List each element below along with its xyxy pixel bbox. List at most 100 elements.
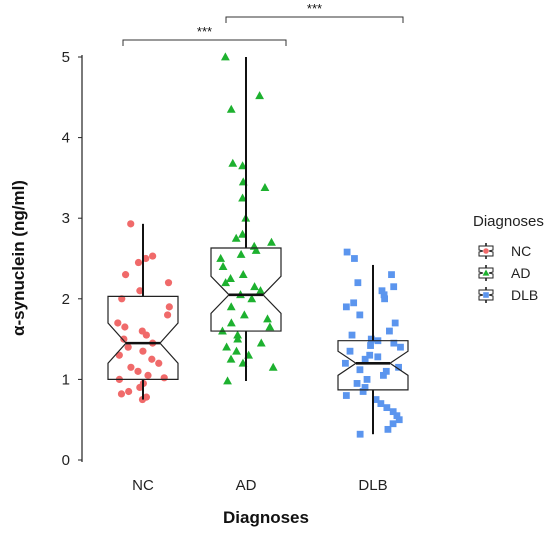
data-point-nc <box>121 323 129 331</box>
data-point-nc <box>124 343 132 351</box>
data-point-dlb <box>346 347 354 355</box>
data-point-dlb <box>356 366 364 374</box>
data-point-nc <box>163 311 172 319</box>
data-point-ad <box>265 322 275 331</box>
data-point-dlb <box>342 303 350 311</box>
data-point-ad <box>263 314 272 323</box>
x-axis-ticks: NC AD DLB <box>132 477 387 494</box>
data-point-dlb <box>343 248 351 256</box>
significance-brackets: *** *** <box>122 1 404 46</box>
data-point-dlb <box>361 355 369 363</box>
data-point-dlb <box>363 376 371 383</box>
data-point-nc <box>142 393 151 401</box>
data-point-ad <box>226 354 236 363</box>
data-point-dlb <box>382 367 390 375</box>
y-tick-label: 1 <box>62 371 70 388</box>
data-point-nc <box>120 335 128 343</box>
data-point-ad <box>221 278 231 287</box>
data-point-dlb <box>361 384 369 391</box>
data-point-nc <box>148 355 156 363</box>
data-point-ad <box>222 342 232 351</box>
data-point-nc <box>165 303 173 311</box>
x-tick-label: AD <box>236 477 257 494</box>
data-point-dlb <box>380 371 387 379</box>
y-tick-label: 4 <box>62 130 70 147</box>
data-point-dlb <box>381 295 388 303</box>
data-point-dlb <box>353 380 361 387</box>
data-point-dlb <box>367 335 375 343</box>
data-point-ad <box>268 362 278 371</box>
data-point-dlb <box>359 388 367 395</box>
y-axis-title: α-synuclein (ng/ml) <box>9 180 28 336</box>
data-point-dlb <box>367 342 374 349</box>
data-point-ad <box>256 338 266 347</box>
data-point-dlb <box>393 412 401 420</box>
data-point-ad <box>260 182 270 191</box>
data-point-ad <box>236 249 246 258</box>
data-point-nc <box>155 359 163 367</box>
data-point-ad <box>226 318 236 327</box>
data-point-nc <box>144 371 152 379</box>
data-point-ad <box>226 274 235 283</box>
significance-label: *** <box>197 24 212 39</box>
y-tick-label: 0 <box>62 452 70 469</box>
data-point-ad <box>267 237 276 246</box>
data-point-ad <box>255 91 265 100</box>
x-tick-label: DLB <box>358 477 387 494</box>
data-point-dlb <box>388 271 395 279</box>
data-point-nc <box>149 252 157 260</box>
legend-label: NC <box>511 243 531 259</box>
data-point-dlb <box>395 363 402 371</box>
data-point-dlb <box>390 339 398 347</box>
legend-marker-nc <box>483 248 489 254</box>
data-point-ad <box>251 245 261 254</box>
data-point-ad <box>232 346 241 355</box>
legend: Diagnoses NC AD DLB <box>473 213 544 303</box>
data-point-nc <box>118 295 126 303</box>
legend-marker-dlb <box>483 292 489 298</box>
data-point-dlb <box>342 392 350 399</box>
x-tick-label: NC <box>132 477 154 494</box>
data-point-ad <box>231 233 241 242</box>
data-point-ad <box>216 253 226 262</box>
data-point-nc <box>136 287 144 295</box>
data-point-ad <box>238 161 248 170</box>
data-point-nc <box>121 271 130 279</box>
box-dlb <box>337 340 409 391</box>
data-point-ad <box>226 302 236 311</box>
y-tick-label: 5 <box>62 49 70 66</box>
data-point-nc <box>125 387 133 396</box>
data-point-dlb <box>383 404 391 412</box>
data-point-ad <box>238 270 248 279</box>
data-point-ad <box>238 193 247 202</box>
data-point-dlb <box>378 287 386 295</box>
significance-bracket <box>225 16 404 23</box>
data-point-nc <box>138 327 146 335</box>
y-axis-ticks: 0 1 2 3 4 5 <box>62 49 82 469</box>
data-point-ad <box>256 286 265 295</box>
data-point-dlb <box>377 400 385 407</box>
data-point-nc <box>160 374 168 382</box>
data-point-ad <box>238 229 247 238</box>
data-point-ad <box>233 330 243 339</box>
data-point-dlb <box>351 255 358 262</box>
data-point-dlb <box>380 291 388 299</box>
data-point-dlb <box>384 425 392 433</box>
data-point-dlb <box>348 331 356 339</box>
data-point-dlb <box>366 351 374 359</box>
data-point-dlb <box>374 353 382 361</box>
data-point-nc <box>134 258 143 267</box>
legend-label: AD <box>511 265 530 281</box>
data-point-nc <box>127 363 135 371</box>
data-point-dlb <box>372 396 380 403</box>
y-tick-label: 2 <box>62 291 70 308</box>
box-ad <box>210 247 282 332</box>
data-point-dlb <box>391 319 399 327</box>
data-point-nc <box>114 319 122 327</box>
box-nc <box>107 295 179 380</box>
legend-label: DLB <box>511 287 538 303</box>
data-point-dlb <box>354 279 362 287</box>
data-point-ad <box>228 158 238 167</box>
data-point-dlb <box>356 430 364 438</box>
